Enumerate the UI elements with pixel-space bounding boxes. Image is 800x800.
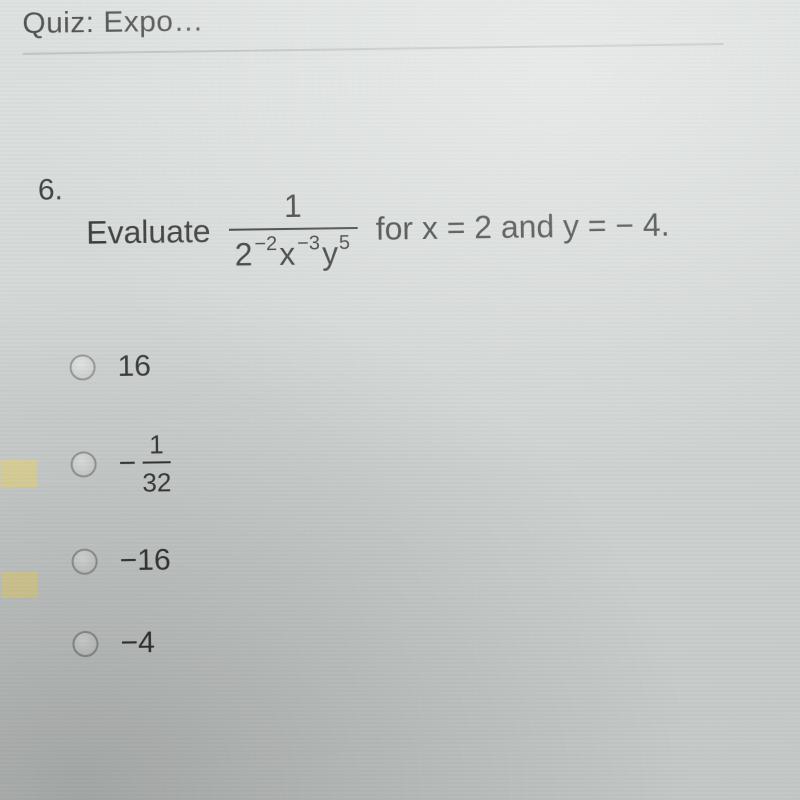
answer-options: 16 − 1 32 −16 −4 <box>69 349 173 661</box>
option-d-label: −4 <box>120 626 155 661</box>
option-c-label: −16 <box>120 543 171 578</box>
option-b-fraction: 1 32 <box>142 431 172 495</box>
question-prompt: Evaluate 1 2 −2 x −3 y 5 for x = 2 and y… <box>86 183 670 275</box>
question-number: 6. <box>38 173 63 207</box>
radio-icon[interactable] <box>70 451 96 477</box>
page-header-fragment: Quiz: Expo… <box>22 0 765 47</box>
option-b-label: − 1 32 <box>118 431 171 496</box>
fraction-numerator: 1 <box>274 188 312 228</box>
left-highlight-strip-1 <box>1 459 37 488</box>
radio-icon[interactable] <box>72 631 98 658</box>
prompt-left: Evaluate <box>86 213 211 252</box>
prompt-right: for x = 2 and y = − 4. <box>375 206 669 247</box>
den-base-2: x <box>279 238 295 270</box>
den-base-1: 2 <box>235 238 253 270</box>
neg-sign: − <box>118 447 136 481</box>
option-a[interactable]: 16 <box>69 349 170 384</box>
option-a-label: 16 <box>117 350 151 384</box>
option-b[interactable]: − 1 32 <box>70 431 171 496</box>
radio-icon[interactable] <box>70 354 96 380</box>
den-exp-3: 5 <box>339 233 350 253</box>
option-b-den: 32 <box>142 463 171 495</box>
den-exp-2: −3 <box>297 233 320 253</box>
option-b-num: 1 <box>149 431 164 461</box>
fraction-denominator: 2 −2 x −3 y 5 <box>228 229 358 273</box>
expression-fraction: 1 2 −2 x −3 y 5 <box>228 187 358 272</box>
radio-icon[interactable] <box>71 548 97 574</box>
header-text: Quiz: Expo… <box>22 5 204 41</box>
option-c[interactable]: −16 <box>71 543 172 579</box>
option-d[interactable]: −4 <box>72 626 173 662</box>
den-exp-1: −2 <box>254 234 277 254</box>
den-base-3: y <box>322 237 338 269</box>
left-highlight-strip-2 <box>2 571 38 598</box>
